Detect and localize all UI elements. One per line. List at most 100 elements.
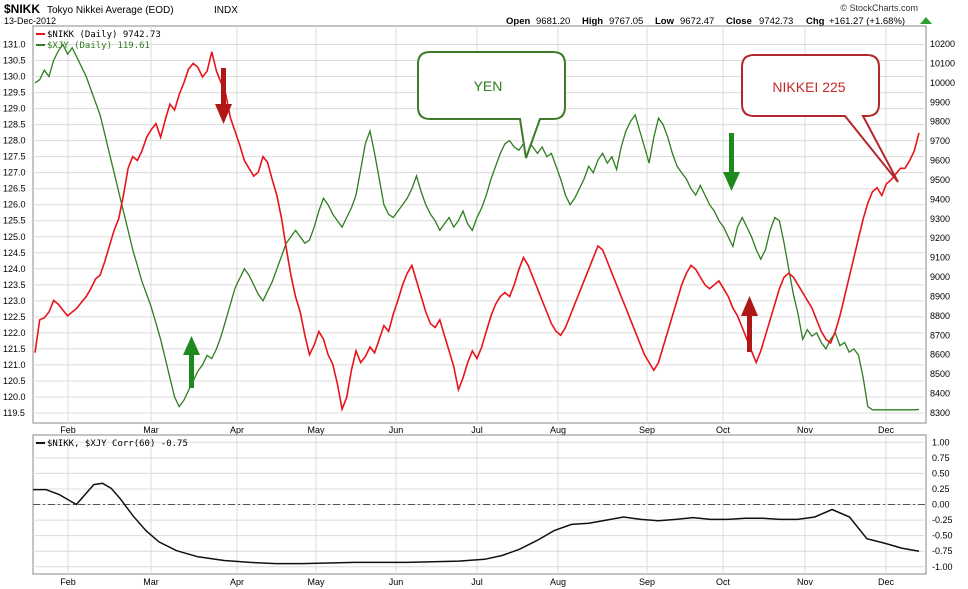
- low-label: Low: [655, 16, 675, 27]
- month-label: Jun: [389, 425, 404, 435]
- price-legend: $NIKK (Daily) 9742.73 $XJY (Daily) 119.6…: [36, 30, 161, 51]
- xjy-series-line: [34, 43, 920, 411]
- yen-tick-label: 126.5: [3, 184, 26, 194]
- yen-tick-label: 119.5: [3, 408, 25, 418]
- corr-tick-label: 0.75: [932, 453, 950, 463]
- yen-tick-label: 126.0: [3, 200, 26, 210]
- nikk-legend-label: $NIKK (Daily) 9742.73: [47, 30, 161, 40]
- yen-tick-label: 130.5: [3, 56, 26, 66]
- yen-tick-label: 121.0: [3, 360, 26, 370]
- xjy-legend-label: $XJY (Daily) 119.61: [47, 41, 150, 51]
- nikkei-tick-label: 9800: [930, 117, 950, 127]
- yen-tick-label: 131.0: [3, 40, 26, 50]
- yen-tick-label: 123.0: [3, 296, 26, 306]
- month-label: Aug: [550, 425, 566, 435]
- correlation-grid: [33, 435, 926, 574]
- yen-tick-label: 130.0: [3, 72, 26, 82]
- month-label: Dec: [878, 577, 895, 587]
- month-label: Nov: [797, 425, 814, 435]
- chg-value: +161.27 (+1.68%): [829, 16, 905, 27]
- month-label: Nov: [797, 577, 814, 587]
- nikkei-tick-label: 8800: [930, 311, 950, 321]
- nikkei-tick-label: 9500: [930, 175, 950, 185]
- nikkei-tick-label: 9000: [930, 272, 950, 282]
- month-label: Mar: [143, 577, 159, 587]
- month-label: Sep: [639, 425, 655, 435]
- yen-tick-label: 127.5: [3, 152, 26, 162]
- corr-tick-label: -0.75: [932, 546, 953, 556]
- ohlc-summary: Open 9681.20 High 9767.05 Low 9672.47 Cl…: [506, 16, 905, 27]
- nikkei-tick-label: 9600: [930, 156, 950, 166]
- corr-tick-label: 0.50: [932, 468, 950, 478]
- yen-tick-label: 128.0: [3, 136, 26, 146]
- nikkei-tick-label: 8400: [930, 389, 950, 399]
- month-label: Apr: [230, 577, 244, 587]
- corr-tick-label: 1.00: [932, 437, 950, 447]
- month-label: May: [307, 425, 325, 435]
- yen-tick-label: 123.5: [3, 280, 26, 290]
- month-label: Mar: [143, 425, 159, 435]
- month-label: Dec: [878, 425, 895, 435]
- yen-tick-label: 127.0: [3, 168, 26, 178]
- month-label: Jun: [389, 577, 404, 587]
- nikkei-tick-label: 9100: [930, 253, 950, 263]
- nikkei-tick-label: 9700: [930, 136, 950, 146]
- red-up-arrow-icon: [741, 296, 758, 352]
- correlation-axis: 1.00 0.75 0.50 0.25 0.00 -0.25 -0.50 -0.75 -1.00: [932, 437, 953, 572]
- month-label: May: [307, 577, 325, 587]
- nikkei-tick-label: 8900: [930, 291, 950, 301]
- month-axis-top: Feb Mar Apr May Jun Jul Aug Sep Oct Nov Dec: [60, 425, 894, 435]
- nikkei-callout-text: NIKKEI 225: [772, 79, 845, 95]
- yen-tick-label: 122.5: [3, 312, 26, 322]
- yen-callout: YEN: [417, 51, 566, 159]
- high-value: 9767.05: [609, 16, 643, 27]
- yen-callout-text: YEN: [474, 78, 503, 94]
- nikkei-tick-label: 8300: [930, 408, 950, 418]
- nikkei-tick-label: 10200: [930, 39, 955, 49]
- nikkei-tick-label: 9900: [930, 97, 950, 107]
- nikkei-tick-label: 8600: [930, 350, 950, 360]
- corr-tick-label: -0.50: [932, 531, 953, 541]
- yen-tick-label: 120.5: [3, 376, 26, 386]
- month-label: Jul: [471, 425, 483, 435]
- yen-tick-label: 124.5: [3, 248, 26, 258]
- green-up-arrow-icon: [183, 336, 200, 388]
- nikkei-tick-label: 8700: [930, 330, 950, 340]
- month-label: Apr: [230, 425, 244, 435]
- yen-tick-label: 124.0: [3, 264, 26, 274]
- correlation-line: [33, 482, 920, 565]
- header-name: Tokyo Nikkei Average (EOD): [47, 5, 174, 16]
- nikkei-callout: NIKKEI 225: [741, 54, 899, 183]
- watermark: © StockCharts.com: [840, 3, 918, 13]
- corr-tick-label: -0.25: [932, 515, 953, 525]
- nikkei-tick-label: 8500: [930, 369, 950, 379]
- header-symbol: $NIKK: [4, 2, 40, 16]
- corr-tick-label: -1.00: [932, 562, 953, 572]
- header-date: 13-Dec-2012: [4, 16, 56, 26]
- open-value: 9681.20: [536, 16, 570, 27]
- corr-tick-label: 0.00: [932, 500, 950, 510]
- month-label: Aug: [550, 577, 566, 587]
- yen-axis: 131.0 130.5 130.0 129.5 129.0 128.5 128.0 127.5…: [3, 40, 26, 419]
- corr-tick-label: 0.25: [932, 484, 950, 494]
- yen-tick-label: 120.0: [3, 392, 26, 402]
- yen-tick-label: 129.5: [3, 88, 26, 98]
- yen-tick-label: 121.5: [3, 344, 26, 354]
- yen-tick-label: 125.5: [3, 216, 26, 226]
- yen-tick-label: 125.0: [3, 232, 26, 242]
- open-label: Open: [506, 16, 530, 27]
- yen-tick-label: 128.5: [3, 120, 26, 130]
- close-value: 9742.73: [759, 16, 793, 27]
- nikkei-tick-label: 10100: [930, 58, 955, 68]
- month-label: Oct: [716, 577, 731, 587]
- month-label: Sep: [639, 577, 655, 587]
- month-axis-bottom: Feb Mar Apr May Jun Jul Aug Sep Oct Nov Dec: [60, 577, 894, 587]
- nikkei-tick-label: 9300: [930, 214, 950, 224]
- chg-label: Chg: [806, 16, 825, 27]
- nikkei-tick-label: 10000: [930, 78, 955, 88]
- yen-tick-label: 122.0: [3, 328, 26, 338]
- month-label: Jul: [471, 577, 483, 587]
- yen-tick-label: 129.0: [3, 104, 26, 114]
- nikkei-tick-label: 9200: [930, 233, 950, 243]
